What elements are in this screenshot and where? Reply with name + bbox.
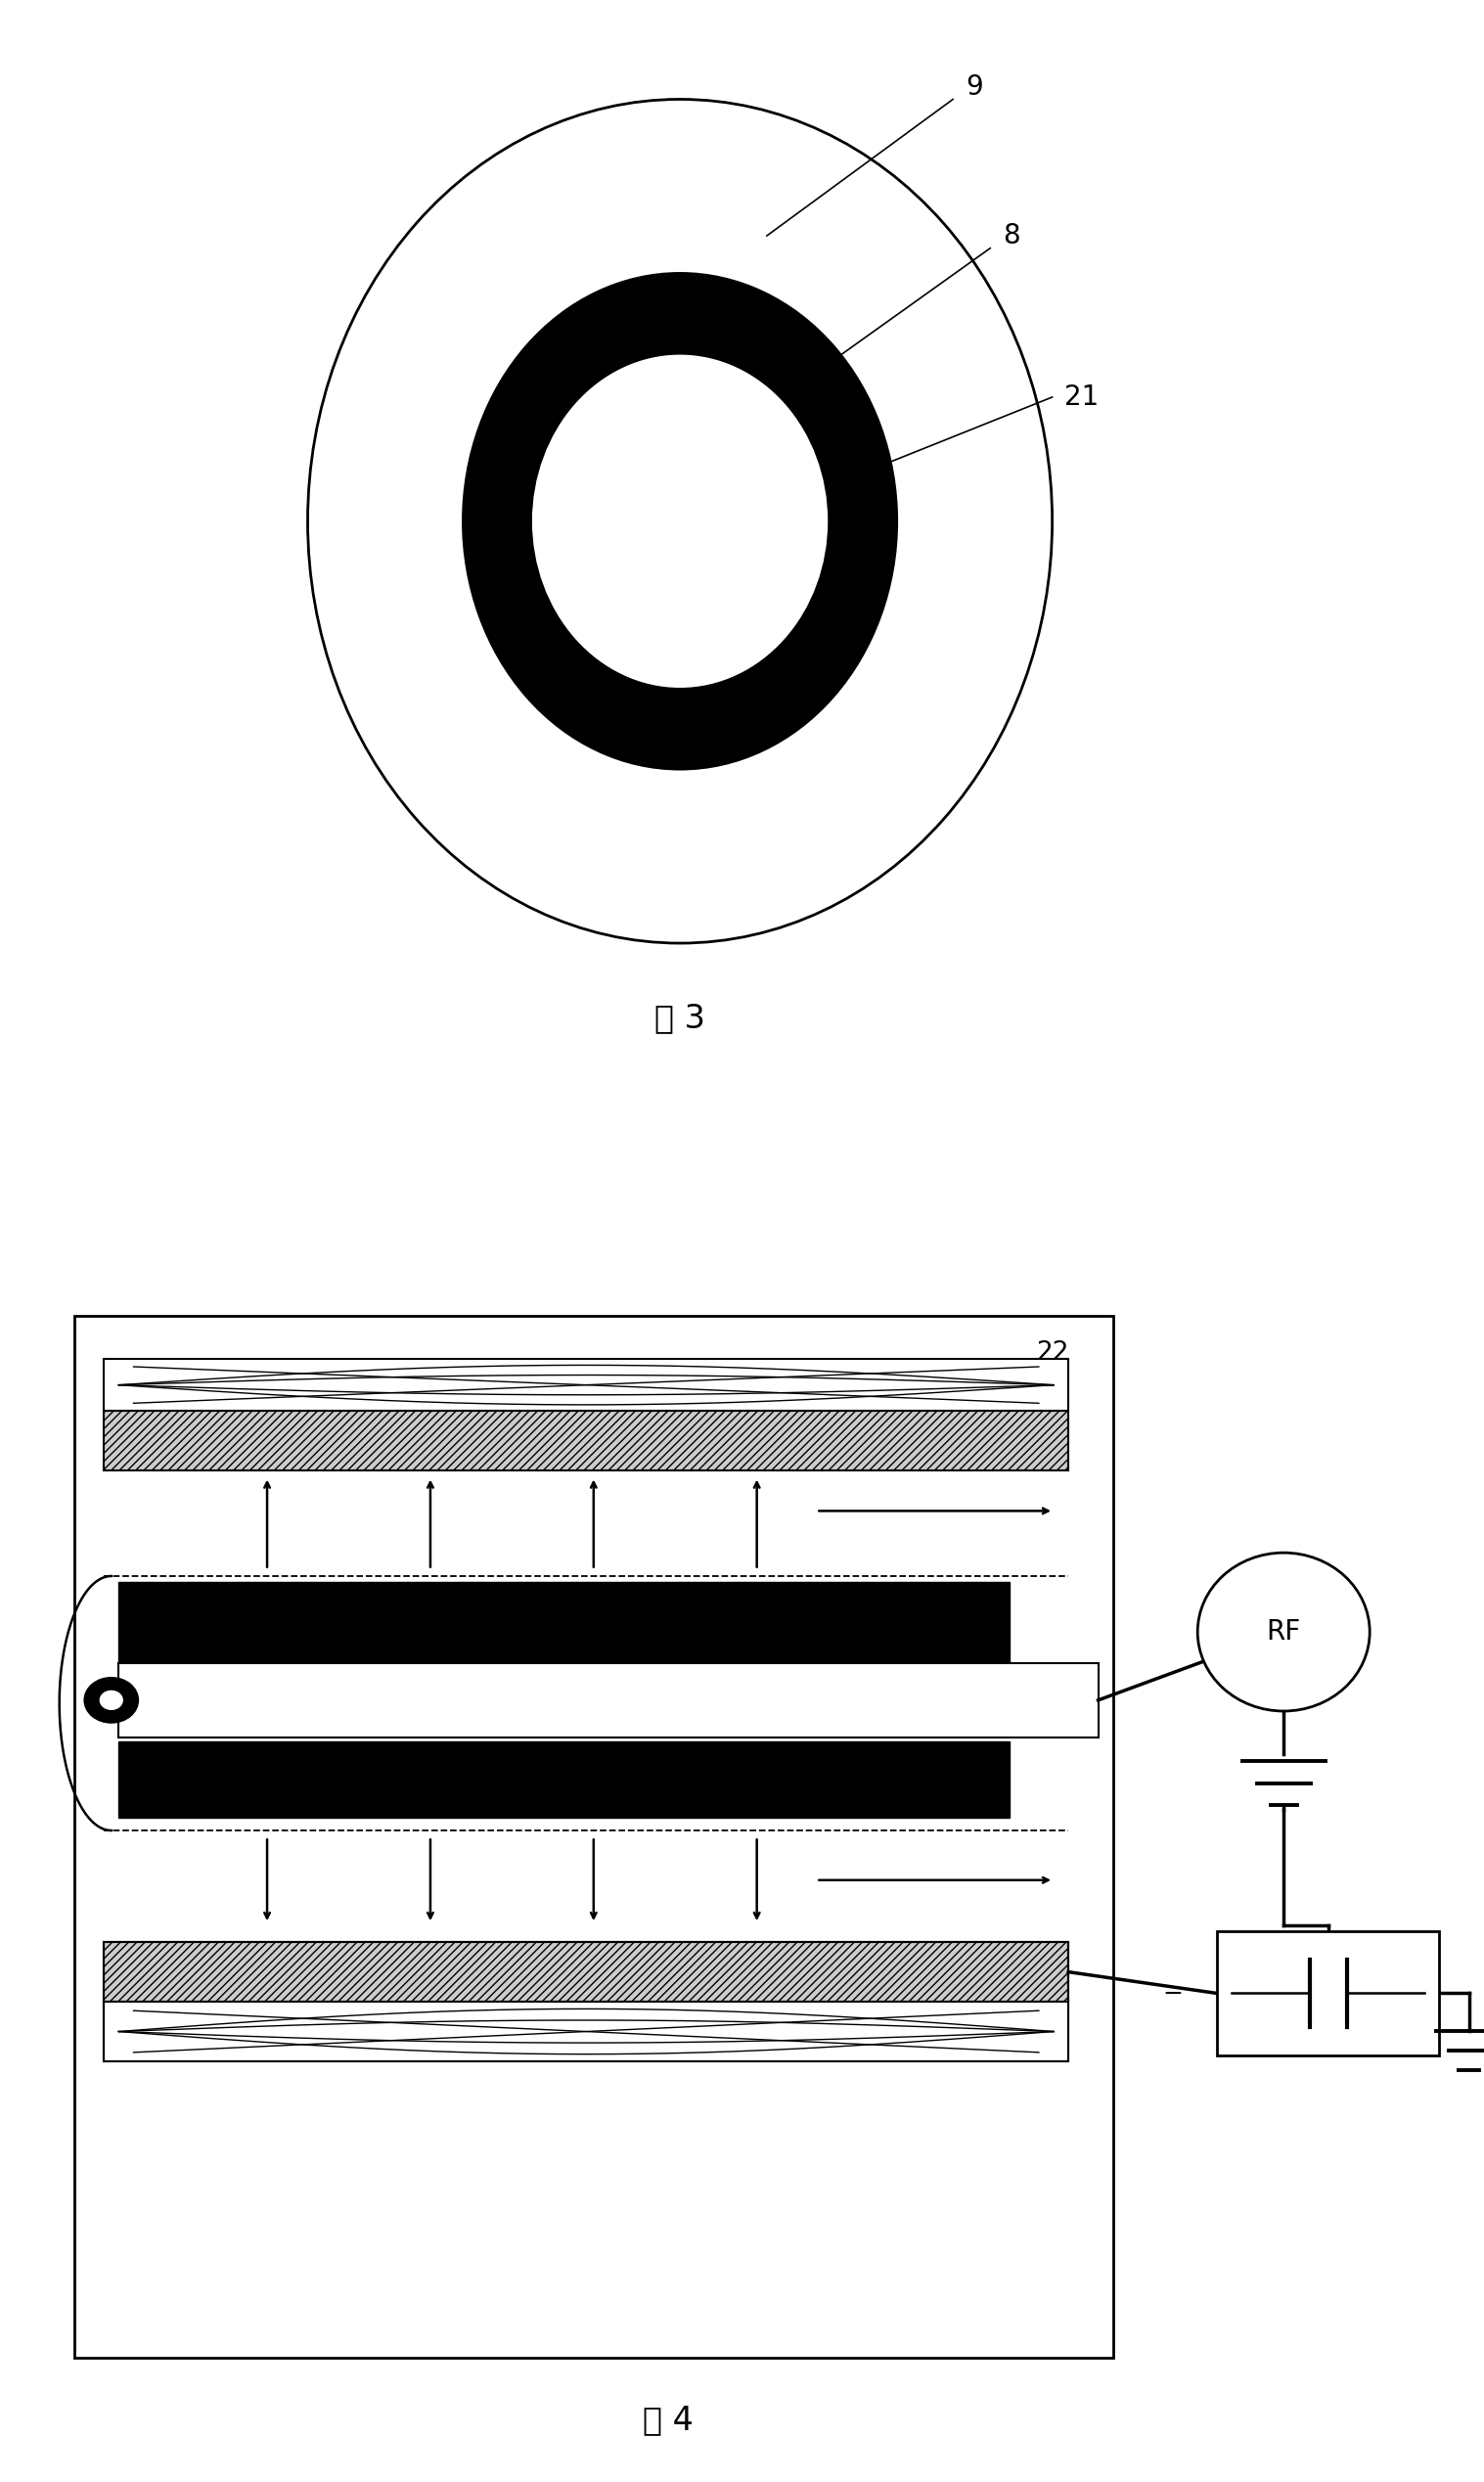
Ellipse shape (1198, 1554, 1370, 1710)
Bar (104, 1360, 1068, 1410)
Text: 8: 8 (1003, 221, 1020, 251)
Ellipse shape (463, 273, 898, 769)
Bar (1217, 1931, 1439, 2055)
Ellipse shape (531, 355, 830, 688)
Bar (119, 1584, 1009, 1663)
Text: 9: 9 (966, 72, 982, 102)
Ellipse shape (307, 99, 1052, 943)
Bar (119, 1742, 1009, 1817)
Bar (104, 1941, 1068, 2060)
Bar (104, 1410, 1068, 1469)
Text: 21: 21 (1064, 382, 1100, 412)
Circle shape (99, 1690, 123, 1710)
Text: −: − (1162, 1981, 1183, 2005)
Text: 图 4: 图 4 (643, 2403, 693, 2437)
Bar (74, 1315, 1113, 2358)
Text: RF: RF (1266, 1618, 1301, 1646)
Bar (119, 1663, 1098, 1737)
Bar (104, 1941, 1068, 2000)
Circle shape (85, 1678, 138, 1723)
Text: 图 3: 图 3 (654, 1000, 705, 1035)
Text: 22: 22 (1036, 1340, 1068, 1365)
Bar (104, 2000, 1068, 2060)
